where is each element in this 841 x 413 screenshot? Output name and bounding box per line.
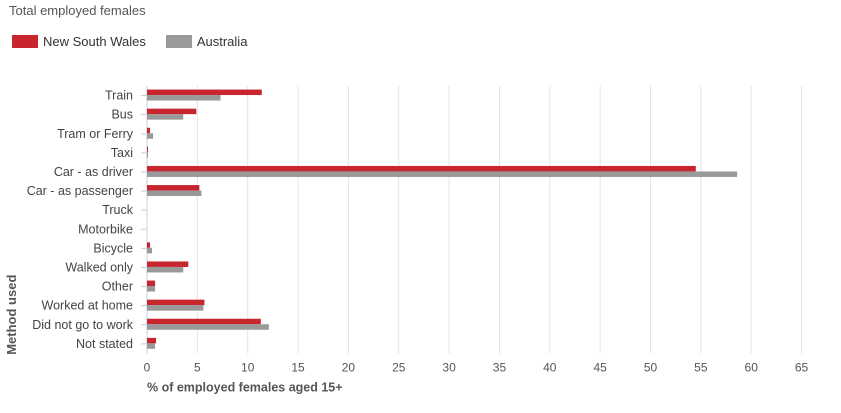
bar-australia: [147, 114, 184, 120]
bar-australia: [147, 95, 221, 101]
x-axis-title: % of employed females aged 15+: [147, 380, 343, 394]
legend-label-nsw: New South Wales: [43, 34, 146, 49]
x-tick-label: 25: [392, 360, 406, 374]
category-label: Worked at home: [42, 299, 134, 313]
category-label: Train: [105, 89, 133, 103]
chart-title: Total employed females: [9, 3, 146, 18]
bar-nsw: [147, 185, 200, 191]
bar-nsw: [147, 127, 151, 134]
bar-nsw: [147, 299, 205, 306]
bar-nsw: [147, 108, 197, 115]
legend-item-australia[interactable]: Australia: [165, 34, 248, 49]
category-label: Car - as passenger: [27, 184, 133, 198]
bar-australia: [147, 247, 153, 254]
x-tick-label: 35: [493, 360, 507, 374]
y-axis-title: Method used: [4, 275, 19, 355]
x-tick-label: 30: [442, 360, 456, 374]
bar-nsw: [147, 337, 157, 344]
bar-nsw: [147, 261, 189, 267]
bar-nsw: [147, 89, 262, 96]
category-label: Not stated: [76, 337, 133, 351]
x-tick-label: 15: [291, 360, 305, 374]
x-tick-label: 50: [644, 360, 658, 374]
bar-nsw: [147, 146, 149, 153]
category-label: Bus: [111, 108, 133, 122]
legend-swatch-australia: [165, 35, 192, 48]
bar-australia: [147, 190, 202, 197]
x-tick-label: 65: [795, 360, 809, 374]
x-tick-label: 45: [593, 360, 607, 374]
legend-item-nsw[interactable]: New South Wales: [12, 34, 146, 49]
category-label: Tram or Ferry: [57, 127, 134, 141]
category-label: Bicycle: [93, 241, 133, 255]
bar-australia: [147, 305, 204, 311]
x-tick-label: 55: [694, 360, 708, 374]
category-label: Motorbike: [78, 222, 133, 236]
bar-australia: [147, 133, 154, 139]
category-label: Taxi: [111, 146, 133, 160]
bar-nsw: [147, 280, 156, 287]
x-tick-label: 5: [194, 360, 201, 374]
category-label: Did not go to work: [32, 318, 133, 332]
category-label: Walked only: [65, 260, 133, 274]
bar-australia: [147, 324, 269, 330]
legend-swatch-nsw: [12, 35, 38, 48]
bar-nsw: [147, 318, 261, 325]
bar-australia: [147, 286, 156, 292]
bar-nsw: [147, 165, 696, 172]
bar-australia: [147, 266, 184, 273]
bar-australia: [147, 152, 149, 158]
legend-label-australia: Australia: [196, 34, 248, 49]
x-tick-label: 0: [144, 360, 151, 374]
legend: New South Wales Australia: [12, 34, 267, 49]
category-label: Car - as driver: [54, 165, 133, 179]
category-label: Other: [102, 280, 133, 294]
x-tick-label: 20: [342, 360, 356, 374]
x-tick-label: 60: [745, 360, 759, 374]
bar-australia: [147, 171, 738, 177]
bar-nsw: [147, 242, 151, 248]
bar-australia: [147, 343, 156, 349]
category-label: Truck: [102, 203, 134, 217]
x-tick-label: 10: [241, 360, 255, 374]
x-tick-label: 40: [543, 360, 557, 374]
